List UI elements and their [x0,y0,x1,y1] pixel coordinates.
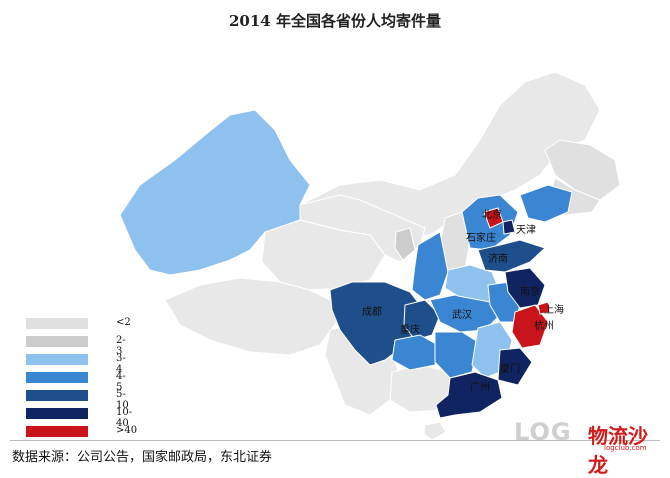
city-label-shanghai: 上海 [544,303,564,316]
watermark-logo: LOG 物流沙龙 logclub.com [514,418,664,477]
city-label-chengdu: 成都 [362,306,382,318]
province-hunan [434,331,479,379]
legend-label: 2-3 [116,335,126,357]
map-title: 2014 年全国各省份人均寄件量 [229,12,441,30]
legend-label: 3-4 [116,353,126,375]
city-label-chongqing: 重庆 [400,323,420,336]
city-label-xiamen: 厦门 [500,362,520,375]
city-label-tianjin: 天津 [516,224,536,236]
province-tianjin [502,219,516,235]
province-liaoning [519,184,573,223]
province-heilongjiang [544,139,621,201]
source-note: 数据来源：公司公告，国家邮政局，东北证券 [12,450,273,465]
city-label-nanjing: 南京 [520,285,540,298]
legend-swatch [26,408,88,419]
province-zhejiang [511,304,549,349]
province-fujian [497,347,533,386]
legend-label: >40 [116,425,138,436]
legend-label: 4-5 [116,371,126,393]
legend-label: 10-40 [116,407,133,429]
city-label-jinan: 济南 [488,252,508,265]
province-shanghai [537,301,551,315]
province-ningxia [394,227,416,261]
province-shaanxi [411,231,449,301]
province-shandong [477,239,546,273]
china-province-map: 北京 天津 石家庄 济南 南京 上海 杭州 武汉 成都 重庆 厦门 广州 [119,71,621,441]
legend-swatch [26,318,88,329]
legend-swatch [26,390,88,401]
province-guizhou [391,334,439,371]
legend-swatch [26,336,88,347]
city-label-hangzhou: 杭州 [534,319,554,332]
legend-swatch [26,354,88,365]
city-label-guangzhou: 广州 [470,381,490,393]
logo-text: LOG [514,418,572,446]
legend-label: 5-10 [116,389,129,411]
legend-swatch [26,372,88,383]
province-guangdong [435,371,503,419]
city-label-wuhan: 武汉 [452,308,472,321]
province-chongqing [403,299,441,341]
source-divider [10,440,660,441]
province-hainan [423,421,447,441]
legend-label: <2 [116,317,131,328]
logo-sub-text: logclub.com [604,444,647,452]
province-xinjiang [119,109,311,276]
city-label-beijing: 北京 [482,208,502,221]
city-label-shijiazhuang: 石家庄 [466,231,496,244]
legend-swatch [26,426,88,437]
